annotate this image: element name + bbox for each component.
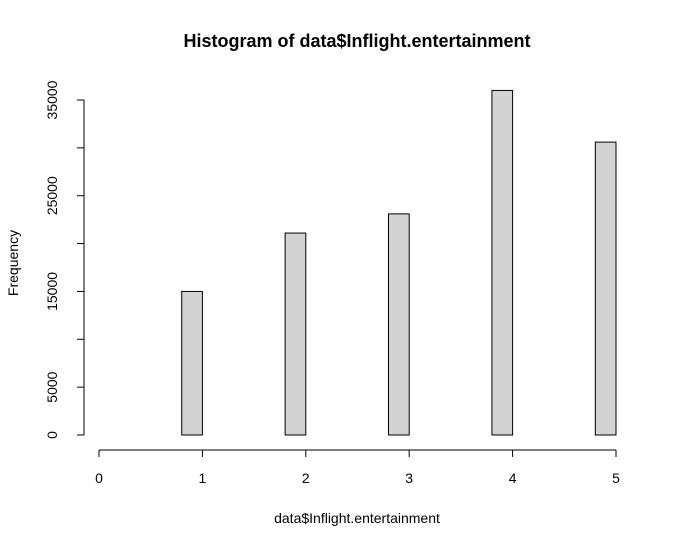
x-axis-label: data$Inflight.entertainment (274, 510, 440, 526)
x-tick-label-3: 3 (405, 470, 413, 486)
y-tick-label-3: 25000 (44, 176, 60, 215)
histogram-bar-9 (284, 232, 307, 436)
y-tick-label-2: 15000 (44, 272, 60, 311)
y-axis: 0 5000 15000 25000 35000 (44, 80, 85, 439)
y-tick-label-0: 0 (44, 431, 60, 439)
y-axis-label: Frequency (5, 230, 21, 296)
histogram-bars (181, 89, 617, 436)
histogram-bar-4 (181, 290, 203, 436)
chart-title: Histogram of data$Inflight.entertainment (183, 31, 530, 51)
x-tick-label-1: 1 (199, 470, 207, 486)
histogram-bar-19 (491, 89, 514, 436)
x-tick-label-5: 5 (612, 470, 620, 486)
x-tick-label-4: 4 (509, 470, 517, 486)
y-tick-label-1: 5000 (44, 371, 60, 402)
x-tick-label-0: 0 (95, 470, 103, 486)
y-tick-label-4: 35000 (44, 80, 60, 119)
histogram-bar-24 (594, 141, 617, 436)
histogram-bar-14 (388, 213, 410, 436)
x-axis: 0 1 2 3 4 5 (95, 449, 620, 486)
x-tick-label-2: 2 (302, 470, 310, 486)
